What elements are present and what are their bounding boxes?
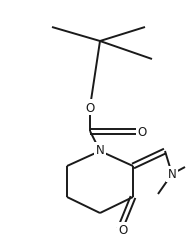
Text: N: N	[168, 168, 176, 181]
Text: O: O	[137, 125, 147, 138]
Text: N: N	[96, 144, 104, 157]
Text: O: O	[85, 101, 95, 114]
Text: O: O	[118, 224, 128, 237]
